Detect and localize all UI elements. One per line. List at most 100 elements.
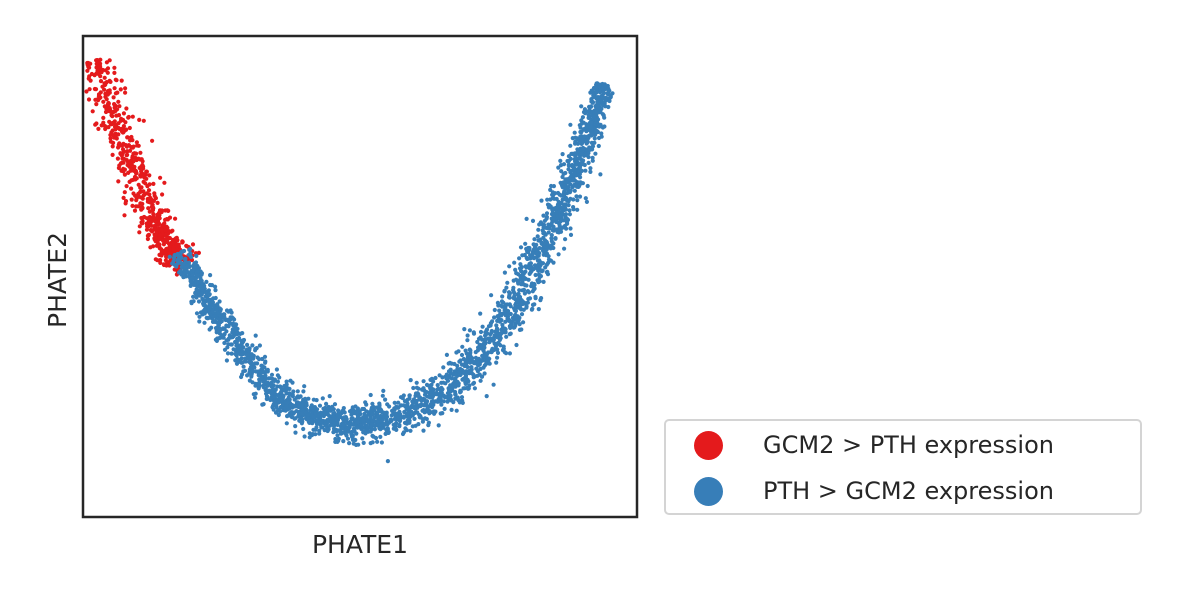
data-point	[401, 393, 406, 398]
data-point	[581, 120, 586, 125]
data-point	[517, 266, 523, 271]
data-point	[341, 439, 346, 444]
data-point	[174, 236, 179, 241]
data-point	[278, 394, 283, 399]
data-point	[568, 177, 573, 182]
data-point	[568, 226, 573, 231]
data-point	[203, 308, 208, 313]
data-point	[116, 99, 121, 104]
data-point	[508, 325, 513, 330]
data-point	[165, 217, 170, 222]
data-point	[419, 398, 424, 403]
data-point	[274, 402, 279, 407]
data-point	[103, 94, 108, 99]
data-point	[574, 152, 579, 157]
data-point	[197, 319, 202, 324]
data-point	[559, 169, 564, 174]
data-point	[123, 143, 128, 148]
data-point	[187, 247, 192, 252]
data-point	[553, 227, 559, 232]
data-point	[102, 87, 107, 92]
data-point	[556, 252, 561, 257]
data-point	[272, 395, 277, 400]
data-point	[482, 342, 487, 347]
data-point	[299, 411, 304, 416]
data-point	[416, 386, 421, 391]
data-point	[252, 365, 257, 370]
data-point	[256, 386, 261, 391]
data-point	[355, 419, 360, 425]
data-point	[264, 394, 270, 399]
data-point	[543, 265, 548, 270]
data-point	[233, 351, 238, 357]
data-point	[449, 407, 454, 412]
data-point	[129, 197, 134, 202]
data-point	[444, 372, 449, 377]
data-point	[123, 199, 129, 204]
data-point	[192, 282, 197, 287]
data-point	[224, 308, 230, 313]
data-point	[276, 412, 281, 418]
data-point	[327, 407, 332, 412]
data-point	[162, 239, 167, 244]
data-point	[474, 366, 479, 371]
data-point	[314, 418, 319, 423]
data-point	[471, 380, 477, 385]
data-point	[321, 406, 326, 411]
data-point	[252, 395, 258, 400]
data-point	[558, 163, 564, 168]
data-point	[146, 188, 152, 193]
data-point	[471, 330, 476, 335]
data-point	[118, 151, 123, 156]
data-point	[495, 350, 501, 355]
data-point	[140, 219, 145, 224]
data-point	[151, 224, 157, 229]
data-point	[444, 352, 449, 357]
data-point	[101, 115, 106, 120]
data-point	[463, 373, 469, 378]
data-point	[103, 68, 108, 73]
data-point	[586, 115, 591, 120]
data-point	[380, 393, 385, 398]
data-point	[292, 404, 297, 409]
data-point	[494, 360, 499, 365]
data-point	[532, 237, 537, 242]
data-point	[558, 158, 563, 163]
data-point	[179, 249, 184, 254]
data-point	[368, 424, 373, 429]
data-point	[153, 233, 158, 238]
data-point	[119, 117, 125, 122]
data-point	[109, 130, 114, 135]
data-point	[179, 265, 184, 270]
data-point	[326, 427, 331, 432]
data-point	[594, 109, 599, 114]
data-point	[517, 294, 523, 300]
data-point	[485, 331, 490, 336]
data-point	[247, 359, 252, 364]
data-point	[231, 321, 236, 326]
data-point	[270, 405, 275, 410]
data-point	[211, 303, 216, 308]
data-point	[217, 306, 222, 311]
data-point	[416, 422, 421, 427]
data-point	[331, 430, 336, 435]
data-point	[411, 385, 416, 391]
data-point	[272, 398, 277, 403]
data-point	[285, 414, 290, 419]
data-point	[549, 183, 554, 189]
data-point	[560, 152, 565, 157]
data-point	[191, 299, 196, 304]
data-point	[203, 289, 208, 294]
data-point	[112, 65, 117, 70]
data-point	[201, 303, 206, 308]
data-point	[279, 390, 284, 395]
data-point	[112, 105, 117, 110]
data-point	[524, 246, 529, 251]
data-point	[194, 253, 199, 258]
data-point	[402, 409, 407, 415]
data-point	[567, 212, 573, 217]
data-point	[490, 338, 495, 343]
data-point	[220, 314, 226, 319]
data-point	[478, 329, 484, 335]
data-point	[445, 378, 451, 383]
